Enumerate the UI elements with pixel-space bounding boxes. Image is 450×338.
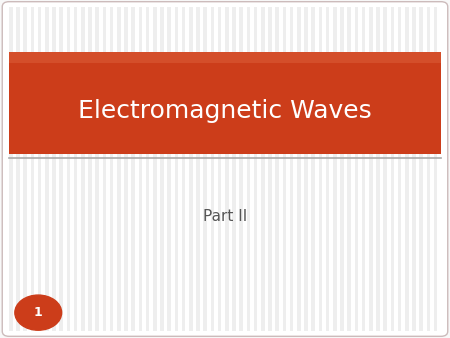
Bar xyxy=(189,7,193,331)
Bar xyxy=(139,7,142,331)
Circle shape xyxy=(15,295,62,330)
Bar xyxy=(131,7,135,331)
Bar xyxy=(196,7,200,331)
Bar xyxy=(67,7,70,331)
Bar xyxy=(297,7,301,331)
Bar xyxy=(398,7,401,331)
Bar xyxy=(45,7,49,331)
Bar xyxy=(254,7,257,331)
Bar xyxy=(319,7,322,331)
Bar xyxy=(16,7,20,331)
Bar xyxy=(347,7,351,331)
Bar xyxy=(434,7,437,331)
Bar xyxy=(203,7,207,331)
Bar xyxy=(391,7,394,331)
Bar xyxy=(412,7,416,331)
Bar xyxy=(167,7,171,331)
Bar xyxy=(117,7,121,331)
Bar xyxy=(31,7,34,331)
Bar xyxy=(369,7,373,331)
Bar xyxy=(38,7,41,331)
Bar xyxy=(52,7,56,331)
Bar xyxy=(103,7,106,331)
Bar xyxy=(9,7,13,331)
Text: Part II: Part II xyxy=(203,209,247,224)
Bar xyxy=(427,7,430,331)
Bar xyxy=(283,7,286,331)
Bar xyxy=(340,7,344,331)
Bar xyxy=(124,7,128,331)
Bar xyxy=(304,7,308,331)
Bar xyxy=(9,52,441,154)
Text: 1: 1 xyxy=(34,306,43,319)
Bar xyxy=(225,7,229,331)
Bar xyxy=(376,7,380,331)
Bar xyxy=(261,7,265,331)
Bar xyxy=(74,7,77,331)
Bar xyxy=(232,7,236,331)
Bar xyxy=(153,7,157,331)
Bar xyxy=(239,7,243,331)
Bar xyxy=(218,7,221,331)
Bar xyxy=(362,7,365,331)
Bar xyxy=(419,7,423,331)
Bar xyxy=(59,7,63,331)
Bar xyxy=(160,7,164,331)
Bar xyxy=(175,7,178,331)
Bar xyxy=(275,7,279,331)
Bar xyxy=(405,7,409,331)
FancyBboxPatch shape xyxy=(2,2,448,336)
Bar xyxy=(9,52,441,63)
Bar xyxy=(23,7,27,331)
Bar xyxy=(355,7,358,331)
Bar xyxy=(290,7,293,331)
Bar xyxy=(182,7,185,331)
Bar xyxy=(311,7,315,331)
Bar xyxy=(88,7,92,331)
Bar xyxy=(211,7,214,331)
Bar xyxy=(333,7,337,331)
Bar xyxy=(326,7,329,331)
Bar xyxy=(95,7,99,331)
Bar xyxy=(81,7,85,331)
Text: Electromagnetic Waves: Electromagnetic Waves xyxy=(78,99,372,123)
Bar xyxy=(110,7,113,331)
Bar xyxy=(383,7,387,331)
Bar xyxy=(146,7,149,331)
Bar xyxy=(247,7,250,331)
Bar xyxy=(268,7,272,331)
